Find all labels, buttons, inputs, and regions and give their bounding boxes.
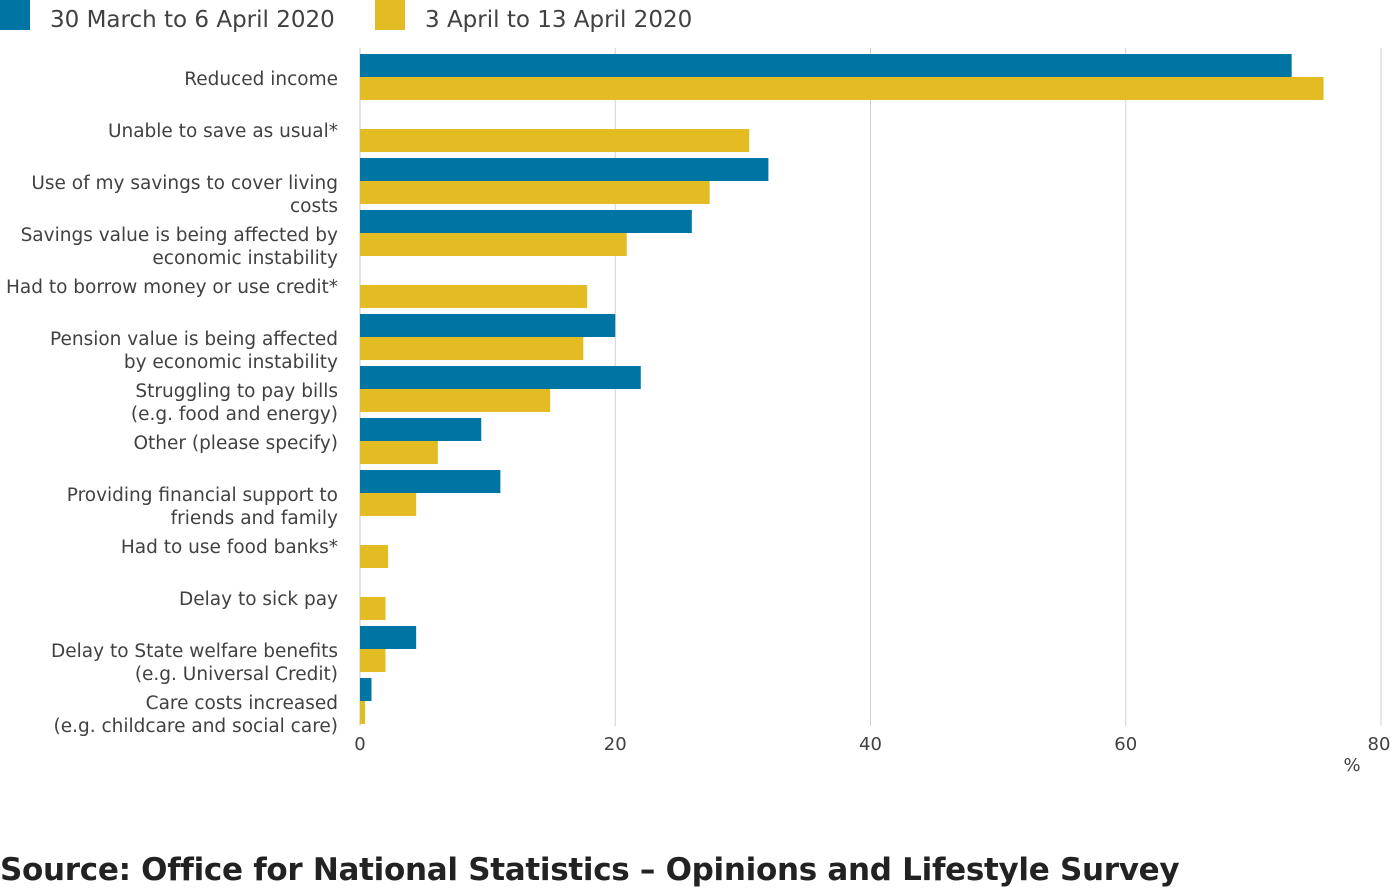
bar-series-1-0: [360, 54, 1292, 77]
x-tick-label-0: 0: [354, 734, 365, 755]
bar-series-2-10: [360, 597, 386, 620]
bar-series-2-12: [360, 701, 366, 724]
bar-series-2-7: [360, 441, 438, 464]
x-tick-label-80: 80: [1368, 734, 1391, 755]
category-label-5-line-0: Pension value is being affected: [50, 329, 338, 350]
x-axis-label: %: [1343, 755, 1360, 776]
bar-series-1-12: [360, 678, 372, 701]
bar-series-2-11: [360, 649, 386, 672]
category-label-9-line-0: Had to use food banks*: [121, 537, 338, 558]
legend-swatch-series-2: [375, 0, 405, 30]
bar-series-1-3: [360, 210, 692, 233]
category-label-10-line-0: Delay to sick pay: [179, 589, 338, 610]
legend-label-series-2: 3 April to 13 April 2020: [425, 7, 693, 33]
bar-series-2-8: [360, 493, 417, 516]
category-label-12-line-1: (e.g. childcare and social care): [54, 716, 339, 737]
category-label-2-line-1: costs: [290, 196, 338, 217]
category-label-8-line-1: friends and family: [171, 508, 338, 529]
bar-series-2-6: [360, 389, 551, 412]
category-label-12-line-0: Care costs increased: [146, 693, 338, 714]
bar-series-2-2: [360, 181, 710, 204]
category-label-5-line-1: by economic instability: [124, 352, 338, 373]
bar-chart: Reduced income Unable to save as usual* Us…: [6, 48, 1391, 776]
category-label-6-line-1: (e.g. food and energy): [131, 404, 338, 425]
bar-series-2-9: [360, 545, 389, 568]
bar-series-2-1: [360, 129, 750, 152]
category-label-4-line-0: Had to borrow money or use credit*: [6, 277, 338, 298]
bar-series-1-7: [360, 418, 482, 441]
x-tick-label-60: 60: [1114, 734, 1137, 755]
bar-series-1-2: [360, 158, 769, 181]
legend-item-series-1: 30 March to 6 April 2020: [0, 0, 335, 34]
category-label-8-line-0: Providing financial support to: [67, 485, 338, 506]
category-label-11-line-1: (e.g. Universal Credit): [135, 664, 338, 685]
bar-series-2-4: [360, 285, 588, 308]
source-note: Source: Office for National Statistics –…: [0, 852, 1180, 888]
x-tick-label-40: 40: [859, 734, 882, 755]
bar-series-1-8: [360, 470, 501, 493]
legend-label-series-1: 30 March to 6 April 2020: [50, 7, 335, 33]
category-label-3-line-0: Savings value is being affected by: [21, 225, 338, 246]
bar-series-1-5: [360, 314, 616, 337]
category-label-2-line-0: Use of my savings to cover living: [31, 173, 338, 194]
bar-series-1-11: [360, 626, 417, 649]
category-label-1-line-0: Unable to save as usual*: [108, 121, 338, 142]
bar-series-2-3: [360, 233, 627, 256]
x-tick-label-20: 20: [604, 734, 627, 755]
legend: 30 March to 6 April 2020 3 April to 13 A…: [0, 0, 1392, 44]
category-label-6-line-0: Struggling to pay bills: [135, 381, 338, 402]
bar-series-1-6: [360, 366, 641, 389]
category-label-0-line-0: Reduced income: [184, 69, 338, 90]
legend-item-series-2: 3 April to 13 April 2020: [375, 0, 692, 34]
category-label-3-line-1: economic instability: [152, 248, 338, 269]
bar-series-2-0: [360, 77, 1324, 100]
bar-series-2-5: [360, 337, 584, 360]
category-label-7-line-0: Other (please specify): [133, 433, 338, 454]
category-label-11-line-0: Delay to State welfare benefits: [51, 641, 338, 662]
legend-swatch-series-1: [0, 0, 30, 30]
